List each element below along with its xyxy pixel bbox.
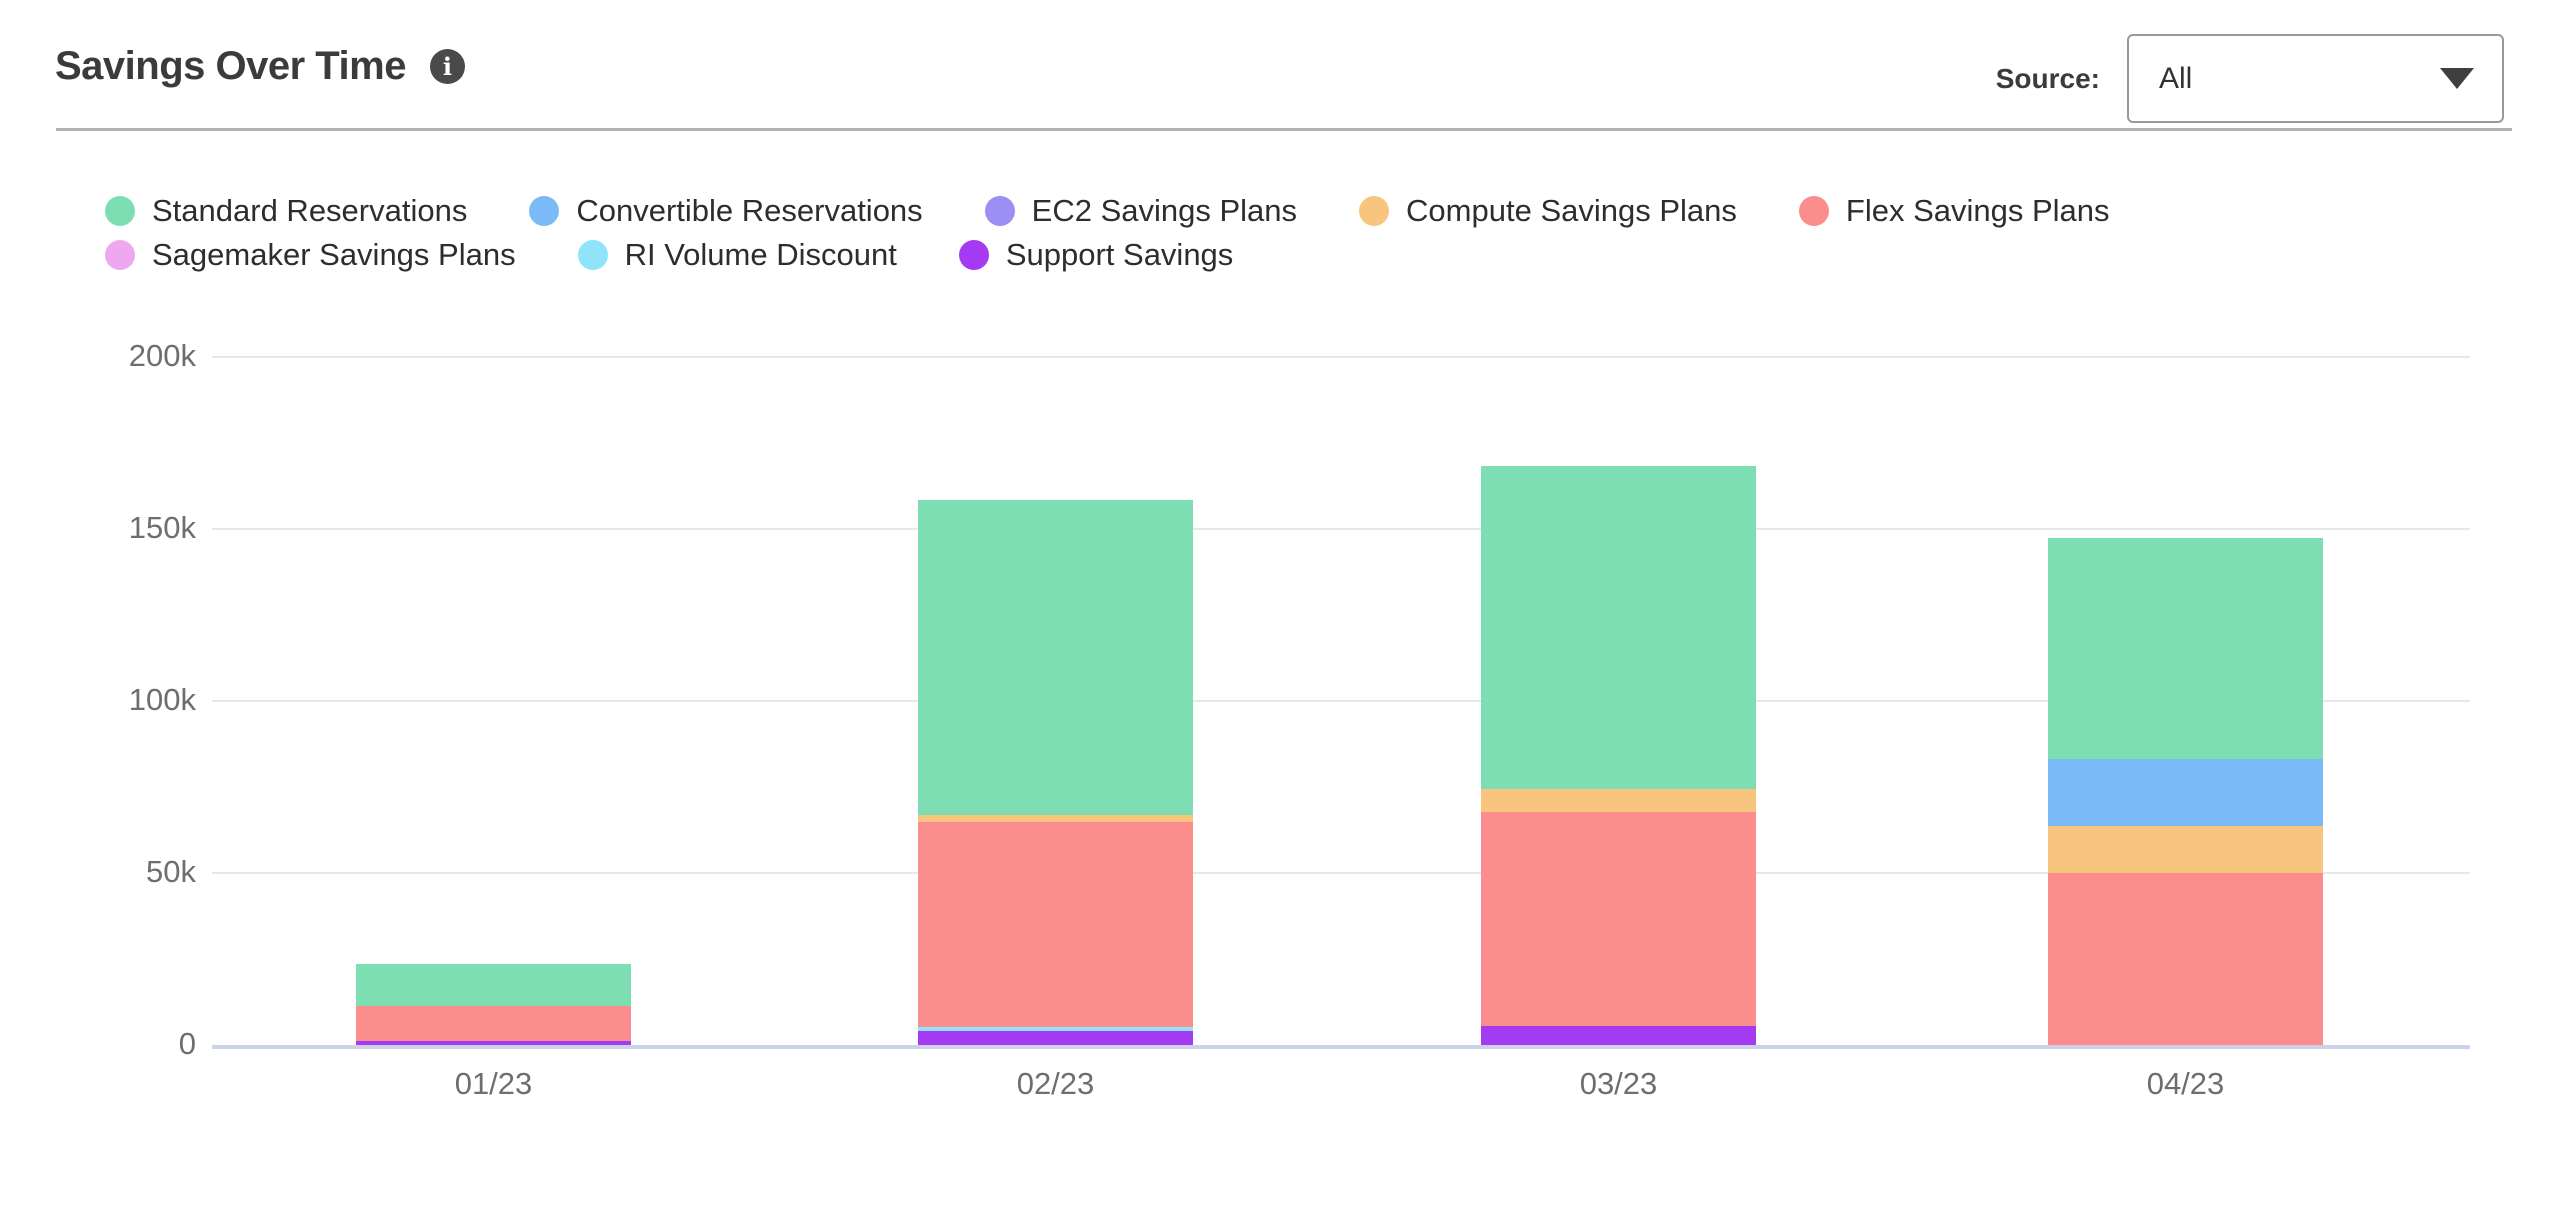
bar-segment-04-23-flex-savings-plans[interactable] xyxy=(2048,873,2323,1045)
bar-segment-02-23-ri-volume-discount[interactable] xyxy=(918,1026,1193,1031)
chart-legend: Standard Reservations Convertible Reserva… xyxy=(105,193,2110,273)
info-icon[interactable]: i xyxy=(429,49,465,84)
legend-row-1: Standard Reservations Convertible Reserva… xyxy=(105,193,2110,229)
title-group: Savings Over Time i xyxy=(55,44,465,89)
legend-swatch-icon xyxy=(577,240,608,270)
gridline-150k xyxy=(212,528,2470,530)
page-title: Savings Over Time xyxy=(55,44,406,88)
x-axis-tick-label-04-23: 04/23 xyxy=(2146,1066,2225,1101)
legend-label: Compute Savings Plans xyxy=(1406,193,1737,228)
bar-segment-02-23-support-savings[interactable] xyxy=(918,1030,1193,1045)
legend-label: RI Volume Discount xyxy=(624,237,897,272)
source-selected-value: All xyxy=(2159,61,2193,95)
bar-segment-04-23-standard-reservations[interactable] xyxy=(2048,537,2323,760)
header-divider xyxy=(56,128,2512,131)
x-axis-line xyxy=(212,1045,2470,1049)
legend-item-ec2-savings-plans[interactable]: EC2 Savings Plans xyxy=(984,193,1298,229)
legend-label: Support Savings xyxy=(1005,237,1234,272)
y-axis-tick-label-50k: 50k xyxy=(146,854,196,889)
y-axis-tick-label-200k: 200k xyxy=(128,338,196,373)
legend-item-ri-volume-discount[interactable]: RI Volume Discount xyxy=(577,237,897,273)
legend-label: EC2 Savings Plans xyxy=(1031,193,1298,228)
legend-label: Standard Reservations xyxy=(152,193,468,228)
legend-label: Convertible Reservations xyxy=(576,193,923,228)
legend-item-sagemaker-savings-plans[interactable]: Sagemaker Savings Plans xyxy=(105,237,516,273)
legend-item-standard-reservations[interactable]: Standard Reservations xyxy=(105,193,467,229)
legend-label: Sagemaker Savings Plans xyxy=(152,237,516,272)
x-axis-tick-label-02-23: 02/23 xyxy=(1016,1066,1095,1101)
legend-swatch-icon xyxy=(529,196,560,226)
bar-segment-04-23-convertible-reservations[interactable] xyxy=(2048,759,2323,827)
legend-swatch-icon xyxy=(105,240,135,270)
legend-swatch-icon xyxy=(958,240,989,270)
legend-item-compute-savings-plans[interactable]: Compute Savings Plans xyxy=(1359,193,1737,229)
bar-segment-02-23-compute-savings-plans[interactable] xyxy=(918,814,1193,823)
source-select[interactable]: All xyxy=(2127,34,2504,123)
source-group: Source: All xyxy=(1996,34,2504,123)
legend-row-2: Sagemaker Savings Plans RI Volume Discoun… xyxy=(105,237,2110,273)
legend-item-flex-savings-plans[interactable]: Flex Savings Plans xyxy=(1798,193,2110,229)
y-axis-tick-label-100k: 100k xyxy=(128,682,196,717)
legend-label: Flex Savings Plans xyxy=(1845,193,2110,228)
bar-segment-02-23-standard-reservations[interactable] xyxy=(918,500,1193,815)
panel-header: Savings Over Time i Source: All xyxy=(0,0,2562,131)
bar-segment-01-23-support-savings[interactable] xyxy=(356,1041,631,1045)
x-axis-tick-label-03-23: 03/23 xyxy=(1579,1066,1658,1101)
bar-segment-03-23-flex-savings-plans[interactable] xyxy=(1481,812,1756,1026)
bar-segment-03-23-support-savings[interactable] xyxy=(1481,1025,1756,1045)
gridline-200k xyxy=(212,356,2470,358)
legend-item-support-savings[interactable]: Support Savings xyxy=(958,237,1234,273)
legend-swatch-icon xyxy=(1359,196,1390,226)
bar-segment-03-23-standard-reservations[interactable] xyxy=(1481,466,1756,789)
bar-segment-02-23-flex-savings-plans[interactable] xyxy=(918,822,1193,1027)
chevron-down-icon xyxy=(2440,68,2474,89)
legend-swatch-icon xyxy=(984,196,1015,226)
bar-segment-01-23-standard-reservations[interactable] xyxy=(356,964,631,1007)
bar-segment-01-23-flex-savings-plans[interactable] xyxy=(356,1006,631,1042)
legend-item-convertible-reservations[interactable]: Convertible Reservations xyxy=(529,193,923,229)
bar-segment-04-23-compute-savings-plans[interactable] xyxy=(2048,826,2323,873)
bar-segment-03-23-compute-savings-plans[interactable] xyxy=(1481,788,1756,813)
y-axis-tick-label-150k: 150k xyxy=(128,510,196,545)
source-label: Source: xyxy=(1995,62,2100,94)
y-axis-tick-label-0: 0 xyxy=(178,1026,196,1061)
legend-swatch-icon xyxy=(105,196,135,226)
legend-swatch-icon xyxy=(1798,196,1829,226)
x-axis-tick-label-01-23: 01/23 xyxy=(454,1066,533,1101)
